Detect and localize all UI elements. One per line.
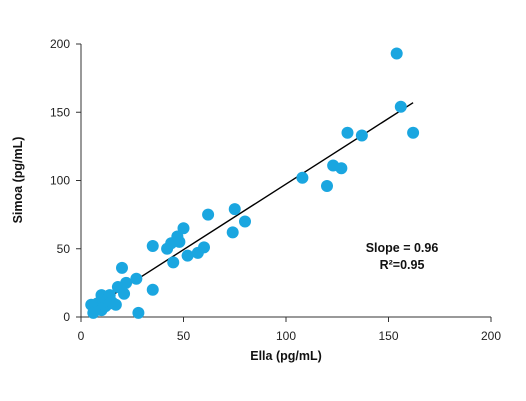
data-point (118, 287, 131, 300)
data-point (109, 298, 122, 311)
data-point (228, 203, 241, 216)
data-point (341, 126, 354, 139)
x-tick-label: 200 (481, 329, 501, 343)
y-axis-title: Simoa (pg/mL) (11, 137, 25, 224)
data-point (296, 171, 309, 184)
y-tick-label: 50 (57, 242, 71, 256)
data-point (390, 47, 403, 60)
data-point (355, 129, 368, 142)
data-point (226, 226, 239, 239)
data-point (146, 240, 159, 253)
data-point (167, 256, 180, 269)
data-point (146, 283, 159, 296)
data-point (116, 261, 128, 274)
axes: 0 50 100 150 200 0 50 100 150 200 (50, 37, 501, 343)
data-point (173, 235, 186, 248)
data-points (85, 47, 420, 319)
data-point (177, 222, 190, 235)
x-axis-title: Ella (pg/mL) (250, 349, 322, 363)
y-tick-label: 150 (50, 105, 70, 119)
data-point (202, 208, 215, 221)
y-tick-label: 0 (63, 310, 70, 324)
y-tick-label: 100 (50, 174, 70, 188)
x-tick-label: 0 (78, 329, 85, 343)
data-point (239, 215, 251, 228)
data-point (132, 306, 145, 319)
data-point (198, 241, 210, 254)
r-squared-annotation: R²=0.95 (380, 258, 425, 272)
y-tick-label: 200 (50, 37, 70, 51)
data-point (120, 276, 133, 289)
x-tick-label: 50 (177, 329, 191, 343)
data-point (394, 100, 407, 113)
data-point (321, 179, 333, 192)
slope-annotation: Slope = 0.96 (366, 241, 439, 255)
data-point (335, 162, 348, 175)
data-point (181, 249, 194, 262)
x-tick-label: 100 (276, 329, 296, 343)
data-point (407, 126, 420, 139)
data-point (130, 272, 143, 285)
x-tick-label: 150 (378, 329, 398, 343)
